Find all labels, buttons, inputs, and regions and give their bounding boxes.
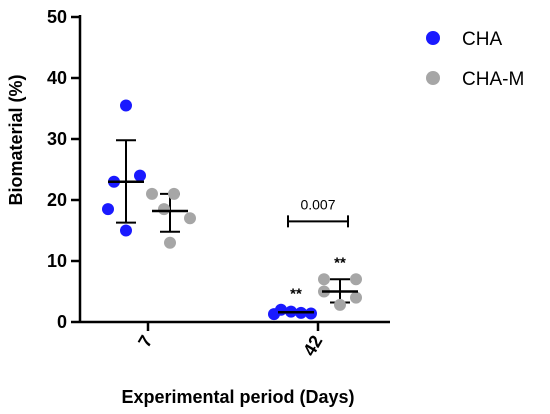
x-tick-label: 42 — [299, 332, 326, 359]
p-value-label: 0.007 — [300, 196, 335, 212]
x-axis-title: Experimental period (Days) — [121, 387, 354, 407]
y-tick-label: 20 — [47, 190, 67, 210]
data-point — [120, 224, 132, 237]
y-tick-label: 40 — [47, 68, 67, 88]
legend-label: CHA-M — [462, 69, 524, 90]
data-point — [120, 99, 132, 112]
marks: ** ** 0.007 — [102, 99, 362, 321]
legend: CHA CHA-M — [426, 29, 524, 90]
data-point — [350, 273, 362, 286]
data-point — [134, 169, 146, 182]
y-tick-label: 0 — [57, 312, 67, 332]
y-axis-title: Biomaterial (%) — [6, 74, 26, 205]
data-point — [184, 212, 196, 225]
legend-label: CHA — [462, 29, 502, 50]
data-point — [318, 273, 330, 286]
significance-marker: ** — [290, 285, 302, 302]
data-point — [158, 203, 170, 216]
data-point — [334, 298, 346, 311]
data-point — [350, 291, 362, 304]
significance-marker: ** — [334, 254, 346, 271]
data-point — [102, 203, 114, 216]
data-point — [168, 187, 180, 200]
data-point — [268, 308, 280, 321]
legend-marker — [426, 71, 440, 85]
data-point — [146, 187, 158, 200]
data-point — [164, 236, 176, 249]
y-tick-label: 50 — [47, 7, 67, 27]
axes: 0 10 20 30 40 50 7 42 — [47, 7, 390, 359]
legend-marker — [426, 31, 440, 45]
y-tick-label: 10 — [47, 251, 67, 271]
y-tick-label: 30 — [47, 129, 67, 149]
x-tick-label: 7 — [134, 332, 156, 351]
